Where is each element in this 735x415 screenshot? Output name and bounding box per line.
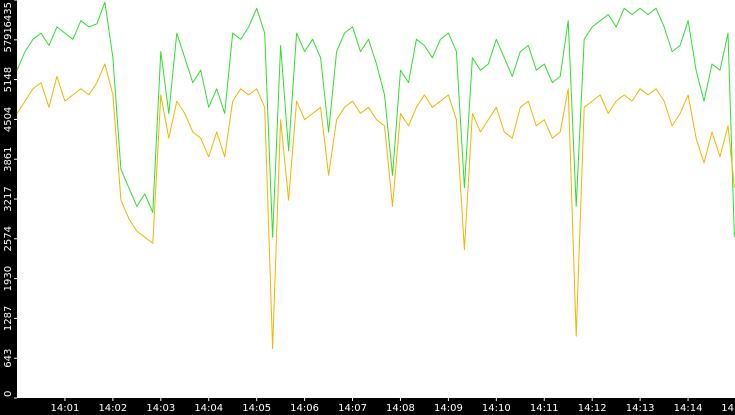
- x-tick-label: 14:02: [98, 403, 127, 414]
- x-tick-label: 14:05: [242, 403, 271, 414]
- x-tick-label: 14:13: [626, 403, 655, 414]
- y-tick-label: 0: [3, 391, 14, 397]
- y-tick-label: 3217: [3, 186, 14, 211]
- y-tick-label: 4504: [3, 107, 14, 132]
- y-tick-label: 5791: [3, 27, 14, 52]
- series-line: [16, 63, 735, 349]
- x-tick-label: 14:08: [386, 403, 415, 414]
- x-tick-label: 14: [721, 403, 734, 414]
- y-tick-label: 6435: [3, 2, 14, 27]
- x-tick-label: 14:06: [290, 403, 319, 414]
- y-tick-label: 643: [3, 349, 14, 368]
- x-tick-label: 14:04: [194, 403, 223, 414]
- y-tick-label: 1287: [3, 306, 14, 331]
- x-tick-label: 14:07: [338, 403, 367, 414]
- x-tick-label: 14:09: [434, 403, 463, 414]
- y-tick-label: 1930: [3, 266, 14, 291]
- x-tick-label: 14:01: [51, 403, 80, 414]
- y-tick-label: 5148: [3, 67, 14, 92]
- y-tick-label: 2574: [3, 226, 14, 251]
- x-tick-label: 14:11: [530, 403, 559, 414]
- x-tick-label: 14:14: [674, 403, 703, 414]
- x-tick-label: 14:12: [578, 403, 607, 414]
- x-tick-label: 14:10: [482, 403, 511, 414]
- y-tick-label: 3861: [3, 146, 14, 171]
- plot-area: [17, 0, 735, 398]
- x-tick-label: 14:03: [146, 403, 175, 414]
- series-line: [16, 1, 735, 238]
